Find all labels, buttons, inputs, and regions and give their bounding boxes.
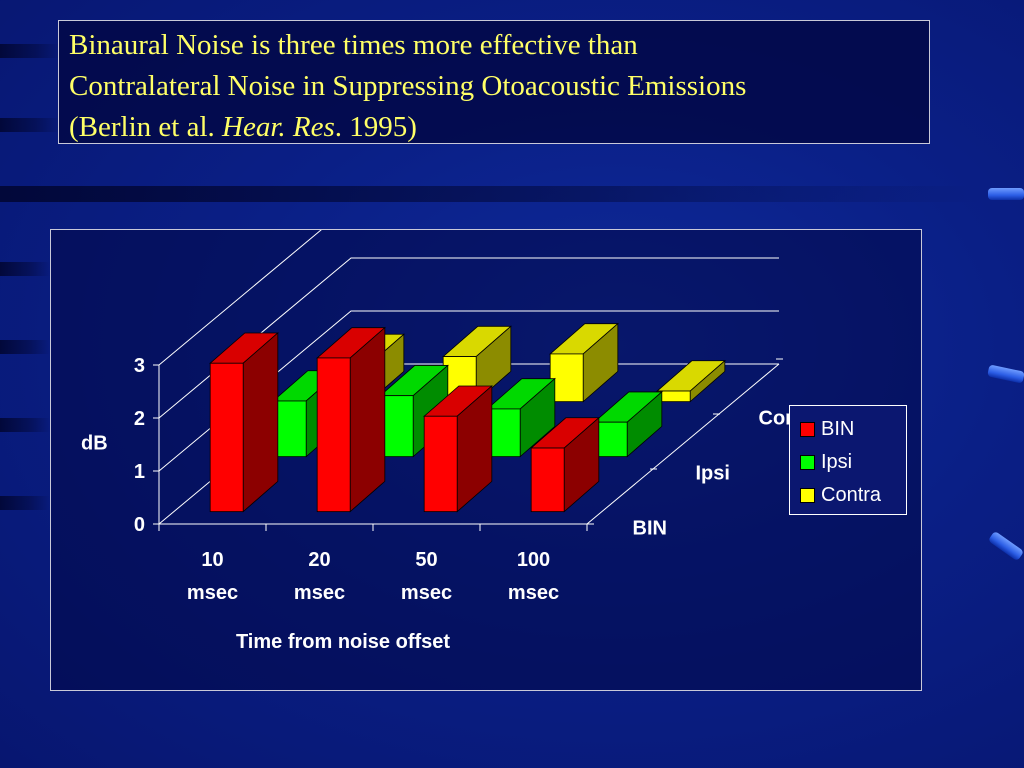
legend-item-contra: Contra (800, 482, 881, 508)
background-stripe (0, 418, 50, 432)
legend-swatch-contra (800, 487, 815, 503)
legend-swatch-bin (800, 421, 815, 437)
legend-item-bin: BIN (800, 416, 854, 442)
bar-bin-10 (209, 362, 244, 513)
chart-legend: BIN Ipsi Contra (789, 405, 907, 515)
bar-bin-20 (316, 357, 351, 513)
floor-right-edge (586, 363, 780, 525)
decorative-accent (988, 188, 1024, 200)
legend-label-contra: Contra (821, 483, 882, 506)
bar-bin-50 (423, 415, 458, 513)
bar-chart-3d: 0 1 2 3 dB 10 msec 20 msec 50 msec 100 msec Time from… (81, 204, 824, 653)
x-tick-label: msec (508, 582, 559, 604)
y-axis-label: dB (81, 433, 108, 455)
x-tick-label: 50 (415, 549, 437, 571)
decorative-accent (987, 530, 1024, 562)
chart-container: 0 1 2 3 dB 10 msec 20 msec 50 msec 100 msec Time from… (50, 204, 922, 691)
title-line-1: Binaural Noise is three times more effec… (69, 29, 638, 61)
legend-swatch-ipsi (800, 454, 815, 470)
bar-ipsi-20 (379, 395, 414, 458)
background-stripe (0, 340, 50, 354)
legend-label-ipsi: Ipsi (821, 450, 853, 473)
x-tick-label: msec (294, 582, 345, 604)
background-stripe (0, 44, 60, 58)
x-axis-label: Time from noise offset (236, 631, 450, 653)
x-tick-label: 10 (201, 549, 223, 571)
x-tick-label: 20 (308, 549, 330, 571)
y-tick-label: 3 (134, 355, 145, 377)
background-stripe (0, 118, 60, 132)
background-stripe (0, 186, 980, 202)
y-tick-label: 2 (134, 408, 145, 430)
bar-bin-10-side (242, 332, 279, 513)
legend-item-ipsi: Ipsi (800, 449, 852, 475)
bar-ipsi-100 (593, 421, 628, 458)
title-citation-journal: Hear. Res (222, 111, 335, 143)
slide-title-box: Binaural Noise is three times more effec… (58, 20, 930, 144)
depth-axis-label: BIN (633, 518, 667, 540)
background-stripe (0, 496, 50, 510)
x-tick-label: msec (187, 582, 238, 604)
depth-axis-label: Ipsi (696, 463, 730, 485)
title-line-2: Contralateral Noise in Suppressing Otoac… (69, 70, 747, 102)
x-tick-label: 100 (517, 549, 550, 571)
decorative-accent (987, 364, 1024, 384)
bar-ipsi-10 (272, 400, 307, 458)
background-stripe (0, 262, 50, 276)
bar-bin-20-side (349, 326, 386, 513)
legend-label-bin: BIN (821, 417, 855, 440)
title-citation-suffix: . 1995) (334, 111, 417, 143)
title-line-3: (Berlin et al. Hear. Res. 1995) (69, 107, 919, 148)
x-tick-label: msec (401, 582, 452, 604)
bar-bin-100 (530, 447, 565, 513)
title-citation-prefix: (Berlin et al. (69, 111, 223, 143)
y-tick-label: 0 (134, 514, 145, 536)
bar-contra-50 (549, 353, 584, 403)
y-tick-label: 1 (134, 461, 145, 483)
